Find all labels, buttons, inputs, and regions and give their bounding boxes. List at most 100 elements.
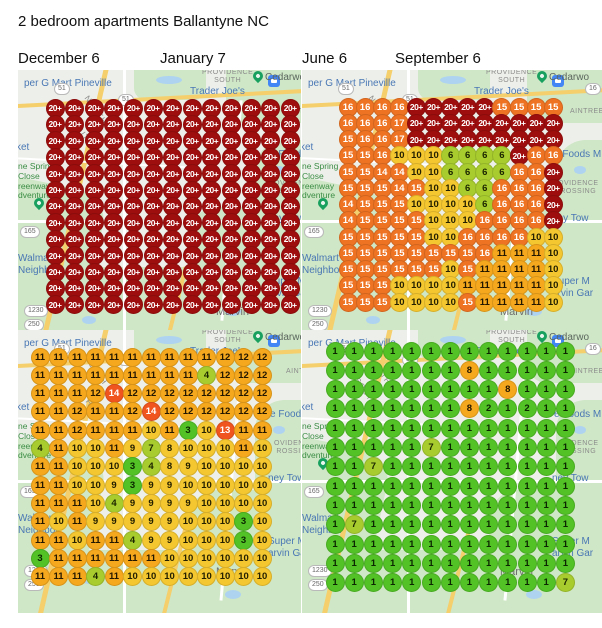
count-marker[interactable]: 11 — [86, 530, 105, 550]
count-marker[interactable]: 10 — [215, 475, 235, 495]
count-marker[interactable]: 1 — [402, 360, 422, 380]
count-marker[interactable]: 16 — [509, 178, 529, 198]
count-marker[interactable]: 1 — [555, 534, 575, 554]
count-marker[interactable]: 20+ — [163, 278, 183, 298]
count-marker[interactable]: 1 — [440, 360, 460, 380]
count-marker[interactable]: 2 — [517, 399, 537, 419]
count-marker[interactable]: 12 — [123, 402, 142, 422]
count-marker[interactable]: 20+ — [441, 97, 461, 117]
count-marker[interactable]: 1 — [325, 360, 345, 380]
count-marker[interactable]: 14 — [338, 195, 358, 214]
count-marker[interactable]: 1 — [498, 341, 518, 361]
count-marker[interactable]: 15 — [372, 260, 392, 279]
count-marker[interactable]: 17 — [389, 113, 409, 133]
count-marker[interactable]: 20+ — [143, 114, 163, 134]
count-marker[interactable]: 1 — [555, 553, 575, 573]
count-marker[interactable]: 15 — [406, 260, 426, 279]
count-marker[interactable]: 1 — [421, 534, 441, 554]
count-marker[interactable]: 11 — [30, 567, 50, 587]
count-marker[interactable]: 1 — [555, 360, 575, 380]
count-marker[interactable]: 10 — [67, 457, 87, 477]
count-marker[interactable]: 1 — [479, 341, 499, 361]
count-marker[interactable]: 1 — [402, 457, 422, 477]
count-marker[interactable]: 10 — [123, 567, 142, 587]
count-marker[interactable]: 6 — [475, 195, 495, 214]
count-marker[interactable]: 20+ — [241, 114, 261, 134]
count-marker[interactable]: 15 — [355, 243, 375, 263]
count-marker[interactable]: 1 — [536, 341, 556, 361]
count-marker[interactable]: 20+ — [241, 196, 261, 216]
count-marker[interactable]: 20+ — [143, 213, 163, 233]
count-marker[interactable]: 1 — [536, 495, 556, 515]
count-marker[interactable]: 20+ — [202, 180, 222, 200]
count-marker[interactable]: 15 — [338, 276, 358, 296]
count-marker[interactable]: 20+ — [241, 278, 261, 298]
count-marker[interactable]: 12 — [86, 384, 105, 404]
count-marker[interactable]: 15 — [543, 97, 563, 117]
count-marker[interactable]: 12 — [252, 365, 272, 385]
count-marker[interactable]: 20+ — [143, 164, 163, 184]
count-marker[interactable]: 10 — [252, 548, 272, 568]
count-marker[interactable]: 10 — [234, 567, 253, 587]
count-marker[interactable]: 1 — [536, 534, 556, 554]
count-marker[interactable]: 10 — [215, 567, 235, 587]
count-marker[interactable]: 11 — [86, 365, 105, 385]
count-marker[interactable]: 20+ — [45, 295, 65, 315]
count-marker[interactable]: 9 — [141, 512, 161, 532]
count-marker[interactable]: 20+ — [84, 164, 104, 184]
count-marker[interactable]: 10 — [543, 292, 563, 312]
count-marker[interactable]: 15 — [355, 211, 375, 231]
count-marker[interactable]: 1 — [344, 495, 364, 515]
count-marker[interactable]: 20+ — [143, 246, 163, 266]
count-marker[interactable]: 1 — [402, 476, 422, 496]
count-marker[interactable]: 4 — [123, 530, 142, 550]
count-marker[interactable]: 10 — [49, 512, 68, 532]
count-marker[interactable]: 20+ — [543, 211, 563, 231]
count-marker[interactable]: 11 — [49, 439, 68, 458]
count-marker[interactable]: 1 — [440, 399, 460, 419]
count-marker[interactable]: 20+ — [221, 180, 241, 200]
count-marker[interactable]: 10 — [424, 162, 443, 182]
count-marker[interactable]: 10 — [141, 420, 161, 440]
count-marker[interactable]: 20+ — [65, 180, 85, 200]
count-marker[interactable]: 1 — [402, 553, 422, 573]
count-marker[interactable]: 1 — [517, 573, 537, 593]
count-marker[interactable]: 1 — [555, 457, 575, 477]
count-marker[interactable]: 20+ — [241, 213, 261, 233]
count-marker[interactable]: 16 — [509, 211, 529, 231]
count-marker[interactable]: 20+ — [526, 130, 546, 149]
count-marker[interactable]: 15 — [526, 97, 546, 117]
count-marker[interactable]: 20+ — [406, 113, 426, 133]
count-marker[interactable]: 1 — [325, 341, 345, 361]
count-marker[interactable]: 1 — [325, 380, 345, 400]
count-marker[interactable]: 20+ — [104, 98, 124, 118]
count-marker[interactable]: 20+ — [202, 229, 222, 249]
count-marker[interactable]: 16 — [372, 97, 392, 117]
count-marker[interactable]: 20+ — [261, 213, 281, 233]
count-marker[interactable]: 14 — [104, 384, 124, 404]
count-marker[interactable]: 16 — [543, 146, 563, 166]
count-marker[interactable]: 20+ — [123, 278, 143, 298]
count-marker[interactable]: 1 — [344, 399, 364, 419]
count-marker[interactable]: 20+ — [458, 113, 478, 133]
count-marker[interactable]: 10 — [406, 162, 426, 182]
count-marker[interactable]: 20+ — [202, 196, 222, 216]
count-marker[interactable]: 11 — [492, 276, 512, 296]
count-marker[interactable]: 20+ — [163, 98, 183, 118]
count-marker[interactable]: 10 — [197, 530, 216, 550]
count-marker[interactable]: 16 — [475, 211, 495, 231]
count-marker[interactable]: 20+ — [221, 147, 241, 167]
count-marker[interactable]: 1 — [383, 418, 403, 438]
count-marker[interactable]: 14 — [389, 178, 409, 198]
count-marker[interactable]: 20+ — [424, 130, 443, 149]
count-marker[interactable]: 10 — [424, 227, 443, 247]
count-marker[interactable]: 16 — [509, 162, 529, 182]
count-marker[interactable]: 10 — [86, 439, 105, 458]
count-marker[interactable]: 20+ — [280, 278, 300, 298]
count-marker[interactable]: 20+ — [221, 213, 241, 233]
count-marker[interactable]: 15 — [338, 162, 358, 182]
count-marker[interactable]: 20+ — [45, 246, 65, 266]
count-marker[interactable]: 10 — [441, 260, 461, 279]
count-marker[interactable]: 1 — [536, 476, 556, 496]
